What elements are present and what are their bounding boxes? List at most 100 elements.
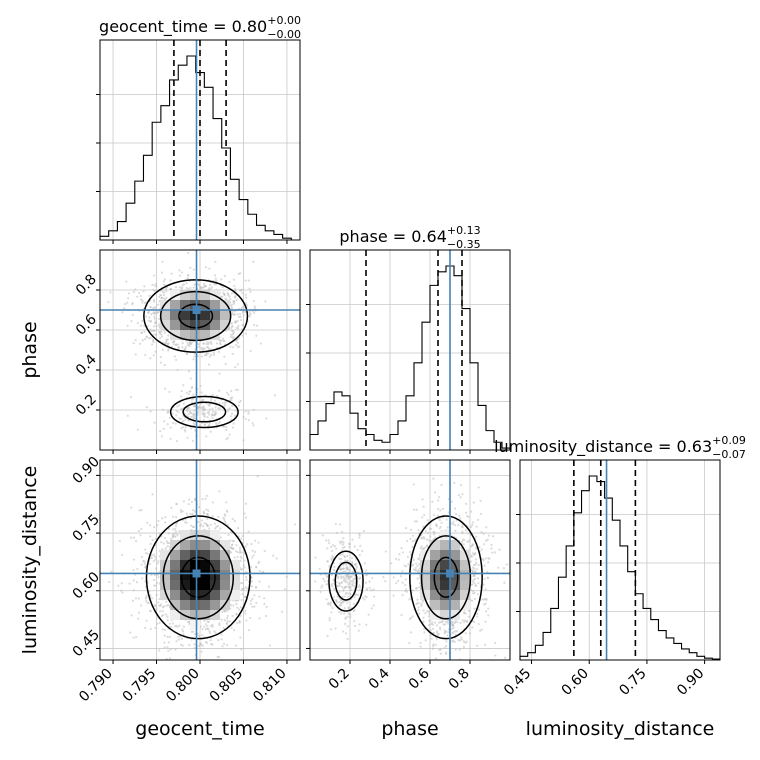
sample-point (423, 546, 426, 549)
sample-point (329, 604, 332, 607)
sample-point (259, 342, 262, 345)
sample-point (209, 639, 212, 642)
sample-point (244, 279, 247, 282)
sample-point (252, 260, 255, 263)
sample-point (346, 625, 349, 628)
sample-point (234, 644, 238, 647)
sample-point (150, 313, 153, 316)
sample-point (203, 408, 206, 411)
sample-point (175, 409, 178, 413)
sample-point (349, 613, 352, 616)
sample-point (248, 287, 251, 290)
sample-point (178, 530, 181, 533)
sample-point (174, 530, 177, 533)
sample-point (190, 415, 193, 418)
sample-point (205, 351, 209, 355)
sample-point (253, 311, 256, 315)
sample-point (173, 532, 176, 535)
sample-point (139, 534, 142, 537)
y-tick-label: 0.45 (70, 627, 103, 660)
sample-point (243, 512, 246, 515)
pair-panel-geocent_time-luminosity_distance (99, 459, 301, 661)
sample-point (441, 507, 444, 510)
sample-point (477, 622, 480, 626)
sample-point (141, 320, 144, 323)
panel-frame (519, 459, 721, 661)
density-cell (200, 570, 210, 580)
sample-point (334, 522, 337, 526)
sample-point (477, 564, 480, 567)
sample-point (179, 508, 182, 512)
sample-point (153, 315, 156, 318)
sample-point (196, 411, 200, 414)
sample-point (339, 568, 342, 571)
sample-point (143, 337, 147, 341)
sample-point (434, 536, 437, 539)
sample-point (236, 527, 240, 530)
sample-point (338, 557, 341, 560)
x-tick-label: 0.4 (366, 665, 393, 692)
hist-panel-luminosity_distance: luminosity_distance = 0.63+0.09 −0.07 (494, 434, 746, 661)
sample-point (208, 408, 211, 411)
sample-point (344, 559, 347, 562)
sample-point (169, 426, 172, 429)
density-cell (200, 550, 210, 560)
density-cell (440, 550, 450, 560)
sample-point (214, 631, 217, 634)
sample-point (355, 593, 358, 596)
sample-point (109, 291, 112, 294)
sample-point (480, 548, 483, 551)
sample-point (168, 657, 171, 660)
sample-point (343, 612, 346, 615)
sample-point (328, 564, 331, 567)
sample-point (401, 551, 404, 554)
sample-point (460, 638, 464, 641)
sample-point (342, 563, 345, 567)
x-tick-label: 0.2 (326, 666, 353, 693)
sample-point (421, 516, 424, 519)
sample-point (421, 498, 424, 501)
sample-point (166, 423, 169, 426)
sample-point (347, 606, 350, 609)
sample-point (432, 513, 436, 517)
density-cell (450, 540, 460, 550)
sample-point (422, 525, 425, 528)
sample-point (461, 619, 464, 622)
sample-point (430, 527, 433, 530)
sample-point (185, 286, 188, 290)
sample-point (253, 594, 256, 597)
sample-point (491, 551, 494, 554)
sample-point (325, 539, 328, 542)
sample-point (197, 505, 201, 509)
density-cell (180, 330, 190, 340)
sample-point (128, 582, 131, 585)
sample-point (476, 593, 480, 596)
sample-point (239, 614, 242, 618)
sample-point (180, 637, 183, 640)
sample-point (353, 574, 356, 577)
sample-point (331, 585, 334, 588)
contour-line (328, 550, 364, 612)
sample-point (422, 505, 425, 508)
density-cell (200, 580, 210, 590)
sample-point (126, 324, 129, 327)
sample-point (335, 531, 338, 534)
sample-point (192, 415, 195, 418)
sample-point (470, 510, 473, 513)
sample-point (174, 422, 177, 425)
sample-point (498, 548, 501, 551)
sample-point (205, 494, 208, 497)
sample-point (169, 279, 172, 282)
sample-point (258, 617, 261, 620)
sample-point (326, 603, 330, 606)
sample-point (207, 627, 210, 630)
sample-point (142, 559, 145, 563)
sample-point (340, 557, 343, 561)
sample-point (202, 405, 205, 408)
sample-point (165, 342, 168, 345)
sample-point (203, 522, 206, 525)
sample-point (417, 557, 420, 560)
sample-point (176, 625, 179, 628)
sample-point (249, 349, 252, 353)
sample-point (239, 582, 243, 585)
